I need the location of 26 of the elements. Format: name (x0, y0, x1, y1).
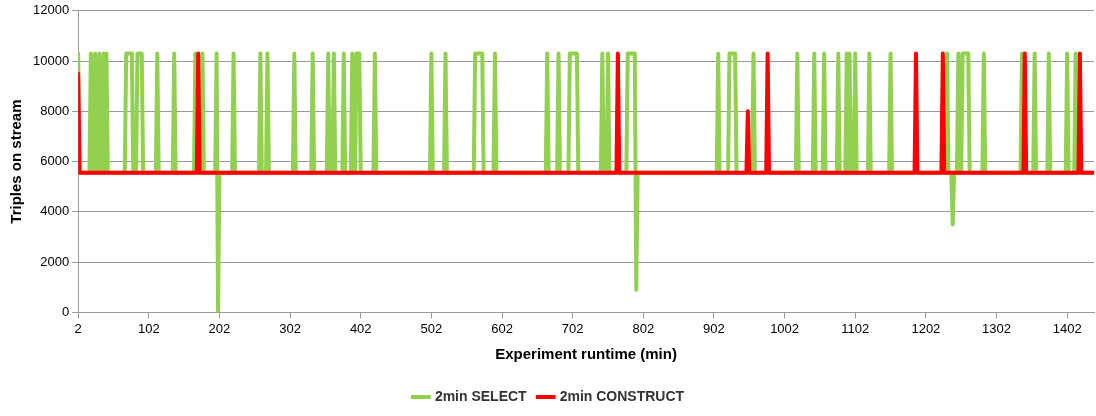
y-tick-label: 10000 (32, 52, 70, 68)
x-tick-label: 202 (208, 320, 231, 336)
y-tick-label: 12000 (32, 2, 70, 18)
y-axis-title: Triples on stream (7, 99, 25, 224)
x-tick-label: 1402 (1052, 320, 1082, 336)
x-tick-label: 1002 (770, 320, 800, 336)
x-tick-label: 802 (632, 320, 655, 336)
y-tick-label: 2000 (40, 253, 70, 269)
x-tick-label: 1302 (982, 320, 1011, 336)
x-tick-label: 502 (420, 320, 443, 336)
x-tick-label: 1102 (841, 320, 870, 336)
x-tick-label: 702 (561, 320, 584, 336)
x-tick-label: 302 (279, 320, 301, 336)
legend-label: 2min CONSTRUCT (559, 387, 685, 404)
y-tick-label: 6000 (40, 153, 70, 169)
y-tick-label: 0 (61, 303, 70, 319)
x-tick-label: 2 (74, 320, 82, 336)
x-tick-label: 902 (703, 320, 725, 336)
x-axis-title: Experiment runtime (min) (495, 345, 677, 363)
y-tick-label: 4000 (40, 203, 70, 219)
x-tick-label: 1202 (911, 320, 941, 336)
y-tick-label: 8000 (40, 102, 70, 118)
x-tick-label: 402 (349, 320, 372, 336)
x-tick-label: 602 (491, 320, 513, 336)
legend-label: 2min SELECT (434, 387, 528, 404)
x-tick-label: 102 (137, 320, 160, 336)
